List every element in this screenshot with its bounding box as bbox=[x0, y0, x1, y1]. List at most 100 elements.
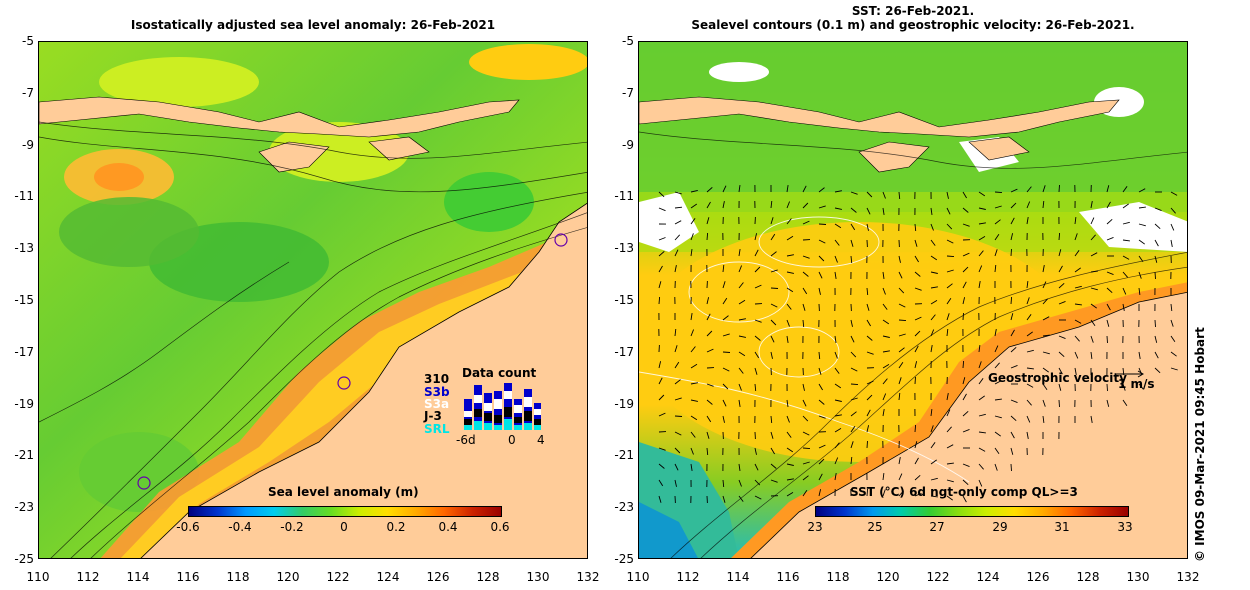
right-x-tick-label: 122 bbox=[926, 570, 950, 584]
velocity-arrow bbox=[722, 297, 728, 305]
velocity-arrow bbox=[674, 479, 677, 487]
velocity-arrow bbox=[850, 207, 857, 213]
velocity-arrow bbox=[1026, 349, 1034, 353]
velocity-arrow bbox=[914, 271, 921, 277]
velocity-arrow bbox=[658, 495, 662, 503]
right-x-tick-label: 110 bbox=[626, 570, 650, 584]
velocity-arrow bbox=[802, 489, 808, 497]
velocity-arrow bbox=[690, 233, 694, 241]
velocity-arrow bbox=[866, 440, 868, 449]
velocity-arrow bbox=[1010, 431, 1015, 439]
velocity-arrow bbox=[946, 462, 954, 465]
velocity-arrow bbox=[690, 249, 693, 257]
velocity-arrow bbox=[978, 191, 986, 197]
velocity-arrow bbox=[898, 319, 907, 322]
right-x-tick-label: 112 bbox=[676, 570, 700, 584]
left-y-tick-label: -21 bbox=[14, 448, 34, 463]
velocity-arrow bbox=[706, 313, 711, 321]
velocity-arrow bbox=[914, 361, 918, 369]
velocity-arrow bbox=[1138, 188, 1146, 193]
left-x-tick-label: 116 bbox=[176, 570, 200, 584]
velocity-arrow bbox=[962, 428, 970, 433]
velocity-arrow bbox=[898, 271, 903, 279]
velocity-arrow bbox=[1058, 282, 1065, 289]
velocity-arrow bbox=[802, 399, 807, 407]
velocity-arrow bbox=[834, 335, 837, 343]
velocity-arrow bbox=[850, 335, 855, 343]
velocity-arrow bbox=[1170, 207, 1176, 214]
velocity-arrow bbox=[658, 479, 664, 487]
velocity-arrow bbox=[658, 281, 662, 289]
velocity-arrow bbox=[866, 335, 873, 341]
velocity-arrow bbox=[658, 265, 663, 273]
velocity-arrow bbox=[1090, 415, 1093, 423]
histogram-bars bbox=[464, 383, 541, 430]
velocity-arrow bbox=[674, 206, 683, 209]
velocity-arrow bbox=[1074, 367, 1077, 375]
velocity-arrow bbox=[818, 255, 825, 262]
velocity-arrow bbox=[1106, 185, 1110, 193]
velocity-arrow bbox=[1042, 316, 1050, 321]
velocity-arrow bbox=[834, 428, 842, 433]
velocity-arrow bbox=[770, 319, 777, 326]
velocity-arrow bbox=[674, 397, 682, 401]
velocity-arrow bbox=[994, 447, 1000, 454]
velocity-arrow bbox=[1042, 200, 1045, 209]
velocity-arrow bbox=[1122, 255, 1130, 260]
velocity-arrow bbox=[786, 492, 794, 497]
velocity-arrow bbox=[962, 495, 967, 503]
velocity-arrow bbox=[1138, 239, 1145, 245]
velocity-arrow bbox=[722, 281, 726, 289]
velocity-arrow bbox=[754, 383, 757, 392]
velocity-arrow bbox=[850, 367, 858, 372]
velocity-arrow bbox=[994, 398, 1002, 401]
velocity-arrow bbox=[946, 239, 954, 244]
velocity-arrow bbox=[978, 378, 984, 385]
sla-cb-label-6: 0.6 bbox=[490, 520, 510, 534]
velocity-arrow bbox=[898, 361, 904, 369]
right-y-tick-label: -9 bbox=[622, 137, 634, 152]
velocity-arrow bbox=[994, 264, 997, 273]
velocity-arrow bbox=[946, 269, 954, 273]
velocity-arrow bbox=[770, 287, 779, 289]
sat-label-s3a: S3a bbox=[424, 397, 450, 411]
velocity-arrow bbox=[786, 235, 794, 241]
velocity-arrow bbox=[722, 351, 731, 353]
velocity-arrow bbox=[882, 350, 890, 353]
velocity-arrow bbox=[1090, 351, 1093, 359]
right-y-tick-label: -11 bbox=[614, 189, 634, 204]
velocity-arrow bbox=[818, 239, 826, 244]
velocity-arrow bbox=[690, 382, 698, 385]
right-y-tick-label: -23 bbox=[614, 500, 634, 515]
left-y-tick-label: -17 bbox=[14, 344, 34, 359]
velocity-arrow bbox=[946, 313, 950, 321]
velocity-arrow bbox=[898, 347, 905, 353]
data-count-xlabel-zero: 0 bbox=[508, 433, 516, 447]
velocity-arrow bbox=[1010, 364, 1018, 369]
velocity-arrow bbox=[658, 361, 662, 369]
velocity-arrow bbox=[1026, 431, 1029, 439]
velocity-arrow bbox=[978, 395, 985, 401]
left-x-tick-label: 126 bbox=[426, 570, 450, 584]
left-x-tick-label: 122 bbox=[326, 570, 350, 584]
velocity-arrow bbox=[786, 254, 794, 257]
velocity-arrow bbox=[754, 266, 761, 273]
velocity-arrow bbox=[1058, 367, 1063, 375]
velocity-arrow bbox=[658, 447, 666, 451]
velocity-arrow bbox=[1026, 281, 1029, 289]
velocity-scale-label: 1 m/s bbox=[1118, 377, 1155, 391]
velocity-arrow bbox=[930, 314, 936, 321]
velocity-arrow bbox=[1154, 207, 1162, 212]
velocity-arrow bbox=[834, 255, 838, 263]
velocity-arrow bbox=[1090, 287, 1098, 291]
velocity-scale-arrow bbox=[1117, 370, 1144, 378]
velocity-arrow bbox=[946, 495, 953, 501]
velocity-arrow bbox=[1106, 218, 1113, 225]
velocity-arrow bbox=[1026, 201, 1031, 209]
velocity-arrow bbox=[1154, 351, 1159, 359]
velocity-arrow bbox=[1058, 399, 1060, 408]
velocity-arrow bbox=[706, 330, 713, 337]
velocity-arrow bbox=[1138, 383, 1144, 390]
velocity-arrow bbox=[834, 351, 838, 359]
velocity-arrow bbox=[930, 425, 934, 433]
